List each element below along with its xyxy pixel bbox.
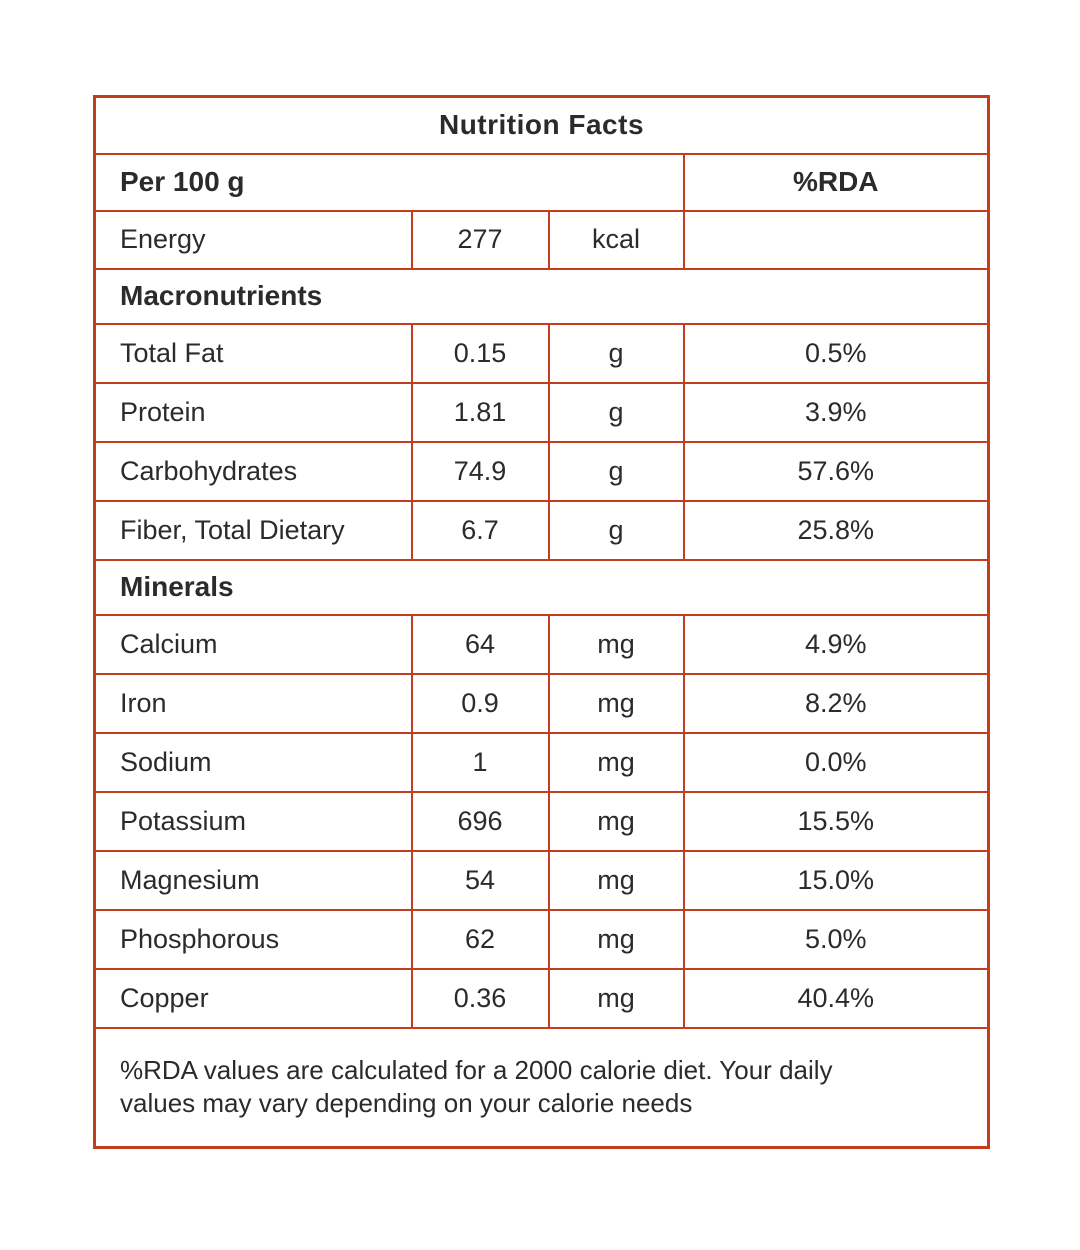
nutrient-unit: mg [547,731,685,793]
nutrient-unit: kcal [547,209,685,270]
nutrient-rda: 15.0% [682,849,990,911]
footnote-cell: %RDA values are calculated for a 2000 ca… [93,1026,990,1149]
nutrient-value: 62 [410,908,550,970]
nutrient-unit: mg [547,613,685,675]
nutrient-value: 277 [410,209,550,270]
nutrient-name: Phosphorous [93,908,413,970]
table-title: Nutrition Facts [93,95,990,155]
nutrient-rda-empty [682,209,990,270]
nutrient-rda: 57.6% [682,440,990,502]
footnote-row: %RDA values are calculated for a 2000 ca… [93,1026,990,1149]
nutrient-value: 696 [410,790,550,852]
nutrient-value: 1.81 [410,381,550,443]
nutrient-name: Energy [93,209,413,270]
nutrient-row-calcium: Calcium 64 mg 4.9% [93,613,990,675]
nutrient-row-potassium: Potassium 696 mg 15.5% [93,790,990,852]
nutrient-unit: g [547,440,685,502]
nutrient-value: 0.9 [410,672,550,734]
nutrient-unit: mg [547,672,685,734]
nutrient-value: 0.15 [410,322,550,384]
nutrient-row-fiber: Fiber, Total Dietary 6.7 g 25.8% [93,499,990,561]
nutrient-row-carbohydrates: Carbohydrates 74.9 g 57.6% [93,440,990,502]
nutrient-rda: 0.0% [682,731,990,793]
nutrient-name: Copper [93,967,413,1029]
nutrient-name: Potassium [93,790,413,852]
nutrient-unit: mg [547,790,685,852]
nutrient-row-sodium: Sodium 1 mg 0.0% [93,731,990,793]
nutrient-value: 1 [410,731,550,793]
nutrient-row-iron: Iron 0.9 mg 8.2% [93,672,990,734]
nutrient-rda: 5.0% [682,908,990,970]
section-label: Minerals [93,558,990,616]
rda-header: %RDA [682,152,990,212]
section-label: Macronutrients [93,267,990,325]
nutrient-value: 54 [410,849,550,911]
nutrient-name: Iron [93,672,413,734]
title-row: Nutrition Facts [93,95,990,155]
nutrient-rda: 0.5% [682,322,990,384]
nutrient-value: 0.36 [410,967,550,1029]
nutrient-rda: 3.9% [682,381,990,443]
nutrient-unit: g [547,381,685,443]
nutrition-facts-table: Nutrition Facts Per 100 g %RDA Energy 27… [93,95,990,1149]
nutrient-value: 64 [410,613,550,675]
nutrient-unit: mg [547,967,685,1029]
nutrient-value: 6.7 [410,499,550,561]
nutrient-name: Sodium [93,731,413,793]
nutrient-row-protein: Protein 1.81 g 3.9% [93,381,990,443]
nutrient-unit: g [547,499,685,561]
nutrient-name: Magnesium [93,849,413,911]
nutrient-unit: mg [547,908,685,970]
nutrient-name: Calcium [93,613,413,675]
nutrient-value: 74.9 [410,440,550,502]
nutrient-row-magnesium: Magnesium 54 mg 15.0% [93,849,990,911]
nutrient-name: Total Fat [93,322,413,384]
nutrient-rda: 25.8% [682,499,990,561]
section-row-minerals: Minerals [93,558,990,616]
nutrient-unit: mg [547,849,685,911]
nutrient-row-copper: Copper 0.36 mg 40.4% [93,967,990,1029]
nutrient-rda: 8.2% [682,672,990,734]
nutrient-unit: g [547,322,685,384]
nutrient-row-energy: Energy 277 kcal [93,209,990,270]
nutrient-rda: 4.9% [682,613,990,675]
nutrient-rda: 15.5% [682,790,990,852]
header-row: Per 100 g %RDA [93,152,990,212]
nutrient-row-phosphorous: Phosphorous 62 mg 5.0% [93,908,990,970]
section-row-macronutrients: Macronutrients [93,267,990,325]
nutrient-row-total-fat: Total Fat 0.15 g 0.5% [93,322,990,384]
footnote-text: %RDA values are calculated for a 2000 ca… [120,1054,833,1119]
per-100g-header: Per 100 g [93,152,685,212]
nutrient-name: Carbohydrates [93,440,413,502]
nutrient-rda: 40.4% [682,967,990,1029]
nutrient-name: Fiber, Total Dietary [93,499,413,561]
nutrient-name: Protein [93,381,413,443]
